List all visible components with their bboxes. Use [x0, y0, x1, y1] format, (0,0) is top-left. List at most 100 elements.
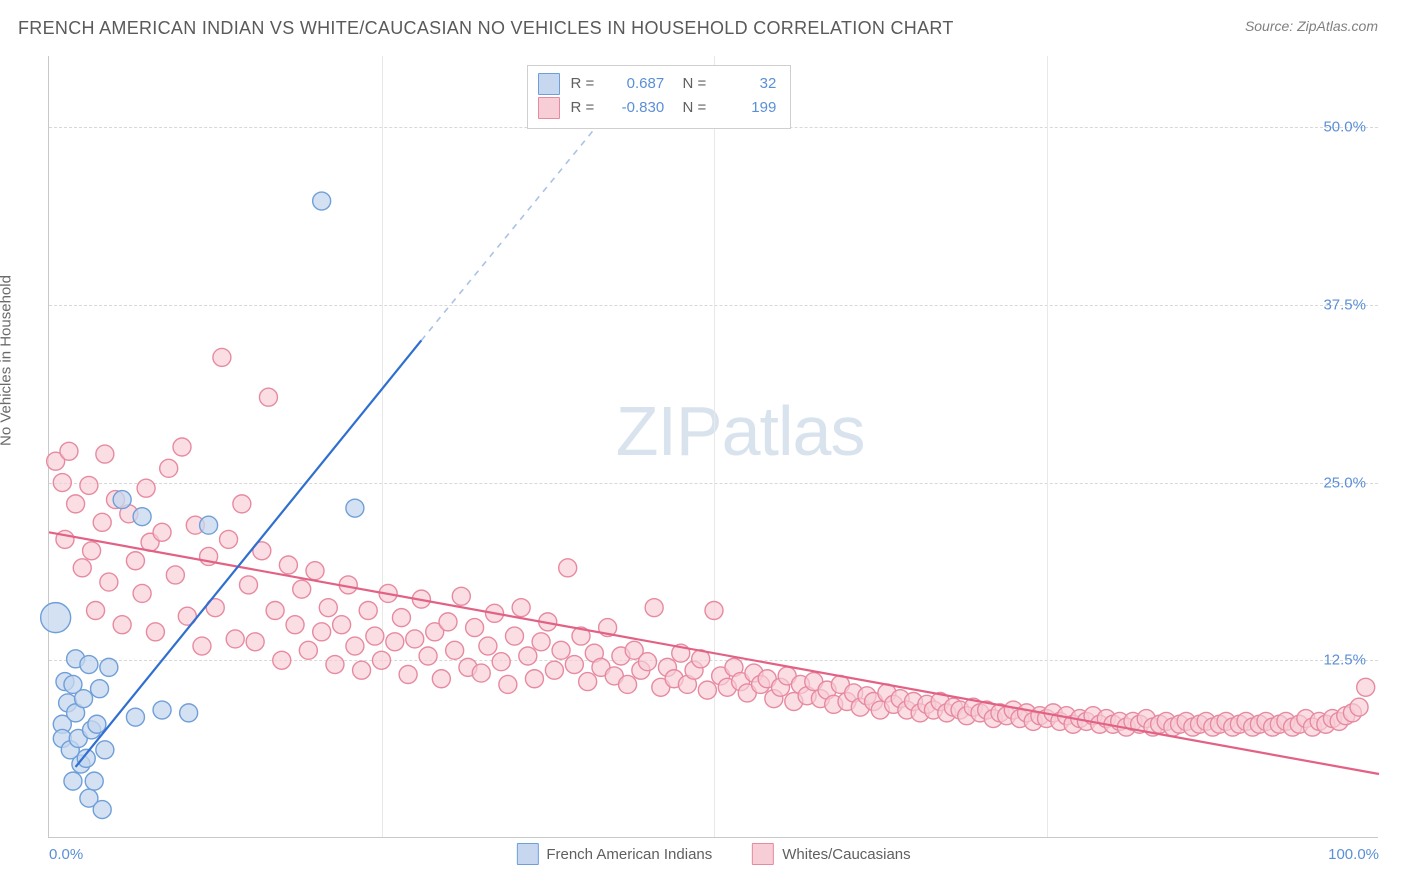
scatter-point: [60, 442, 78, 460]
scatter-point: [565, 656, 583, 674]
scatter-point: [146, 623, 164, 641]
scatter-point: [1350, 698, 1368, 716]
scatter-plot: [49, 56, 1378, 837]
scatter-point: [373, 651, 391, 669]
scatter-point: [446, 641, 464, 659]
scatter-point: [698, 681, 716, 699]
scatter-point: [439, 613, 457, 631]
scatter-point: [299, 641, 317, 659]
scatter-point: [392, 609, 410, 627]
scatter-point: [193, 637, 211, 655]
scatter-point: [286, 616, 304, 634]
scatter-point: [266, 602, 284, 620]
chart-area: ZIPatlas 12.5%25.0%37.5%50.0%0.0%100.0% …: [48, 56, 1378, 838]
swatch-icon: [752, 843, 774, 865]
stats-box: R = 0.687 N = 32R = -0.830 N = 199: [527, 65, 791, 129]
scatter-point: [113, 616, 131, 634]
scatter-point: [519, 647, 537, 665]
scatter-point: [96, 445, 114, 463]
scatter-point: [273, 651, 291, 669]
scatter-point: [133, 584, 151, 602]
scatter-point: [506, 627, 524, 645]
scatter-point: [279, 556, 297, 574]
scatter-point: [545, 661, 563, 679]
scatter-point: [525, 670, 543, 688]
scatter-point: [126, 552, 144, 570]
trend-line-pink: [49, 532, 1379, 774]
scatter-point: [166, 566, 184, 584]
scatter-point: [180, 704, 198, 722]
scatter-point: [432, 670, 450, 688]
scatter-point: [41, 603, 71, 633]
scatter-point: [1357, 678, 1375, 696]
trend-line-blue: [76, 340, 422, 767]
scatter-point: [419, 647, 437, 665]
scatter-point: [80, 476, 98, 494]
scatter-point: [93, 513, 111, 531]
stats-row: R = 0.687 N = 32: [538, 72, 776, 96]
scatter-point: [645, 599, 663, 617]
scatter-point: [559, 559, 577, 577]
scatter-point: [160, 459, 178, 477]
stats-row: R =-0.830 N =199: [538, 96, 776, 120]
scatter-point: [512, 599, 530, 617]
scatter-point: [479, 637, 497, 655]
scatter-point: [240, 576, 258, 594]
scatter-point: [233, 495, 251, 513]
scatter-point: [366, 627, 384, 645]
xtick-label: 0.0%: [49, 846, 83, 863]
scatter-point: [313, 623, 331, 641]
swatch-icon: [538, 97, 560, 119]
scatter-point: [346, 499, 364, 517]
chart-title: FRENCH AMERICAN INDIAN VS WHITE/CAUCASIA…: [18, 18, 954, 39]
scatter-point: [153, 701, 171, 719]
scatter-point: [213, 348, 231, 366]
scatter-point: [406, 630, 424, 648]
scatter-point: [246, 633, 264, 651]
stats-n-value: 199: [716, 96, 776, 120]
scatter-point: [87, 602, 105, 620]
scatter-point: [100, 658, 118, 676]
y-axis-label: No Vehicles in Household: [0, 275, 15, 446]
swatch-icon: [516, 843, 538, 865]
scatter-point: [333, 616, 351, 634]
scatter-point: [466, 619, 484, 637]
scatter-point: [399, 665, 417, 683]
stats-r-value: -0.830: [604, 96, 664, 120]
stats-r-label: R =: [570, 96, 594, 120]
scatter-point: [67, 495, 85, 513]
header: FRENCH AMERICAN INDIAN VS WHITE/CAUCASIA…: [0, 0, 1406, 47]
scatter-point: [619, 675, 637, 693]
stats-n-value: 32: [716, 72, 776, 96]
scatter-point: [492, 653, 510, 671]
stats-r-label: R =: [570, 72, 594, 96]
stats-r-value: 0.687: [604, 72, 664, 96]
scatter-point: [472, 664, 490, 682]
scatter-point: [96, 741, 114, 759]
trend-line-blue-dash: [421, 113, 607, 340]
scatter-point: [359, 602, 377, 620]
scatter-point: [153, 523, 171, 541]
scatter-point: [173, 438, 191, 456]
legend-label: Whites/Caucasians: [782, 846, 910, 863]
scatter-point: [73, 559, 91, 577]
scatter-point: [532, 633, 550, 651]
scatter-point: [319, 599, 337, 617]
source-label: Source: ZipAtlas.com: [1245, 18, 1378, 34]
scatter-point: [113, 491, 131, 509]
scatter-point: [293, 580, 311, 598]
scatter-point: [53, 474, 71, 492]
scatter-point: [220, 530, 238, 548]
swatch-icon: [538, 73, 560, 95]
scatter-point: [93, 801, 111, 819]
xtick-label: 100.0%: [1328, 846, 1379, 863]
stats-n-label: N =: [674, 72, 706, 96]
scatter-point: [313, 192, 331, 210]
scatter-point: [83, 542, 101, 560]
scatter-point: [137, 479, 155, 497]
scatter-point: [353, 661, 371, 679]
scatter-point: [226, 630, 244, 648]
scatter-point: [100, 573, 118, 591]
legend-item: Whites/Caucasians: [752, 843, 910, 865]
scatter-point: [326, 656, 344, 674]
